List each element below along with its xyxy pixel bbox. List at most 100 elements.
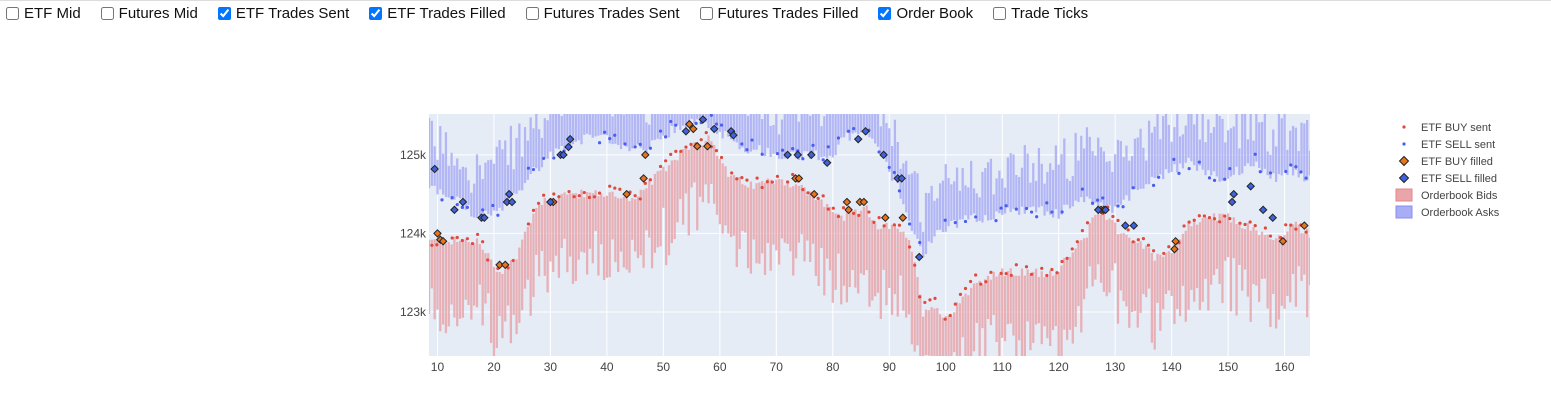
bid-bar (1269, 239, 1272, 328)
buy-sent-point (913, 263, 917, 267)
futures-trades-sent-checkbox[interactable] (525, 6, 539, 20)
legend-item-buy-filled[interactable]: ETF BUY filled (1398, 155, 1493, 168)
sell-sent-point (836, 136, 841, 140)
legend-item-buy-sent[interactable]: ETF BUY sent (1402, 122, 1491, 134)
sell-filled-point (853, 134, 863, 144)
bid-bar (1210, 218, 1213, 285)
bid-bar (910, 251, 913, 345)
trade-ticks-checkbox[interactable] (993, 6, 1007, 20)
ask-bar (837, 114, 840, 145)
ask-bar (907, 174, 911, 221)
ask-bar (464, 167, 467, 210)
sell-sent-point (465, 205, 470, 209)
legend-item-sell-filled[interactable]: ETF SELL filled (1398, 172, 1498, 185)
ask-bar (1099, 147, 1103, 203)
bid-bar (800, 184, 803, 235)
bid-bar (701, 145, 705, 203)
bid-bar (913, 262, 916, 352)
futures-mid-checkbox[interactable] (100, 6, 114, 20)
buy-sent-point (435, 243, 439, 247)
bid-bar (1122, 233, 1125, 302)
sell-sent-point (526, 166, 530, 170)
etf-trades-sent-checkbox[interactable] (217, 6, 231, 20)
toggle-futures-trades-sent[interactable]: Futures Trades Sent (524, 5, 680, 22)
bid-bar (535, 208, 538, 255)
bid-bar (1229, 222, 1233, 312)
buy-sent-point (1187, 220, 1191, 224)
toggle-trade-ticks[interactable]: Trade Ticks (991, 5, 1088, 22)
sell-sent-point (847, 129, 851, 133)
buy-filled-point (844, 205, 853, 215)
legend-item-orderbook-asks[interactable]: Orderbook Asks (1395, 205, 1500, 219)
sell-filled-point (546, 197, 555, 207)
bid-bar (806, 195, 809, 241)
bid-bar (899, 231, 902, 276)
buy-sent-point (536, 201, 541, 205)
ask-bar (650, 114, 654, 141)
toggle-etf-trades-sent[interactable]: ETF Trades Sent (216, 5, 349, 22)
legend-buy-filled-swatch (1398, 155, 1410, 167)
ask-bar (492, 163, 496, 211)
etf-trades-filled-checkbox[interactable] (369, 6, 383, 20)
ask-bar (642, 114, 645, 151)
ask-bar (874, 114, 877, 144)
bid-bar (868, 217, 871, 307)
bid-bar (1173, 244, 1176, 324)
legend-item-sell-sent[interactable]: ETF SELL sent (1402, 139, 1495, 151)
bid-bar (998, 274, 1001, 356)
ask-bar (1235, 114, 1238, 167)
bid-bar (441, 244, 445, 325)
bid-bar (1193, 219, 1196, 302)
bid-bar (456, 241, 459, 327)
bid-bar (475, 238, 479, 308)
sell-filled-point (1268, 213, 1278, 223)
bid-bar (854, 209, 857, 288)
bid-bar (447, 242, 450, 327)
bid-bar (840, 215, 843, 305)
buy-sent-point (852, 211, 856, 215)
x-tick-label: 160 (1275, 360, 1295, 374)
y-axis: 123k 124k 125k (400, 148, 427, 319)
legend-item-orderbook-bids[interactable]: Orderbook Bids (1395, 188, 1498, 202)
etf-mid-checkbox[interactable] (6, 6, 19, 20)
buy-sent-point (948, 313, 952, 318)
futures-trades-filled-checkbox[interactable] (699, 6, 713, 20)
ask-bar (1232, 126, 1235, 175)
toggle-futures-mid[interactable]: Futures Mid (99, 5, 198, 22)
x-tick-label: 70 (770, 360, 784, 374)
toggle-order-book[interactable]: Order Book (876, 5, 973, 22)
legend-sell-filled-swatch (1398, 172, 1410, 184)
x-tick-label: 30 (544, 360, 558, 374)
sell-sent-point (826, 145, 830, 149)
ask-bar (958, 190, 961, 220)
ask-bar (721, 114, 724, 139)
ask-bar (1006, 157, 1009, 208)
bid-bar (761, 181, 764, 254)
order-book-checkbox[interactable] (878, 6, 892, 20)
bid-bar (1258, 235, 1261, 302)
ask-bar (735, 114, 738, 143)
ask-bar (814, 114, 817, 151)
sell-filled-point (879, 150, 888, 160)
sell-sent-point (608, 137, 612, 141)
ask-bar (876, 114, 880, 147)
ask-bar (1034, 180, 1038, 213)
bid-bar (907, 240, 911, 315)
bid-bar (1272, 240, 1275, 294)
toggle-etf-mid[interactable]: ETF Mid (4, 5, 81, 22)
toggle-etf-trades-filled[interactable]: ETF Trades Filled (367, 5, 506, 22)
ask-bar (862, 114, 865, 132)
ask-bar (806, 114, 809, 152)
bid-bar (560, 193, 563, 249)
toggle-futures-trades-filled[interactable]: Futures Trades Filled (698, 5, 858, 22)
ask-bar (1215, 114, 1218, 177)
bid-bar (532, 213, 535, 297)
bid-bar (489, 259, 493, 344)
bid-bar (879, 228, 882, 319)
ask-bar (645, 122, 648, 154)
buy-sent-point (1289, 223, 1293, 227)
ask-bar (512, 169, 515, 194)
buy-sent-point (1304, 230, 1308, 234)
bid-bar (1015, 275, 1018, 356)
ask-bar (515, 137, 518, 194)
